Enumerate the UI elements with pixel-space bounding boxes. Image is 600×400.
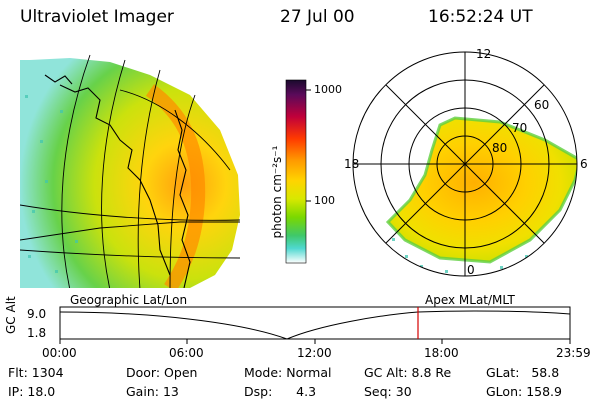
altitude-ytick-high: 9.0 (27, 307, 47, 321)
flt-label: Flt: (8, 365, 28, 380)
mlt-label-6: 6 (580, 157, 588, 171)
instrument-title: Ultraviolet Imager (20, 7, 174, 27)
altitude-xtick-0600: 06:00 (169, 346, 204, 360)
colorbar-gradient (285, 79, 307, 264)
mlt-label-12: 12 (476, 47, 492, 61)
dsp-label: Dsp: (244, 384, 273, 399)
gain-value: 13 (162, 384, 179, 399)
dsp-status: Dsp: 4.3 (244, 384, 316, 399)
ip-value: 18.0 (27, 384, 56, 399)
lat-label-80: 80 (492, 141, 508, 155)
gcalt-label: GC Alt: (364, 365, 408, 380)
flight-status: Flt: 1304 (8, 365, 64, 380)
colorbar-tick-100: 100 (314, 194, 335, 207)
aurora-emission-left (20, 58, 240, 288)
altitude-xtick-0000: 00:00 (42, 346, 77, 360)
geo-grid (20, 54, 241, 288)
door-label: Door: (126, 365, 161, 380)
mode-label: Mode: (244, 365, 283, 380)
glat-status: GLat: 58.8 (486, 365, 559, 380)
mlt-label-0: 0 (467, 263, 475, 277)
door-status: Door: Open (126, 365, 197, 380)
door-value: Open (164, 365, 198, 380)
gain-label: Gain: (126, 384, 159, 399)
projection-label-right: Apex MLat/MLT (425, 293, 515, 307)
mode-value: Normal (286, 365, 332, 380)
gcalt-value: 8.8 Re (411, 365, 452, 380)
ip-status: IP: 18.0 (8, 384, 55, 399)
seq-value: 30 (395, 384, 412, 399)
ip-label: IP: (8, 384, 24, 399)
altitude-ytick-low: 1.8 (27, 326, 47, 340)
seq-status: Seq: 30 (364, 384, 412, 399)
altitude-plot-frame (59, 306, 571, 340)
date-label: 27 Jul 00 (280, 7, 355, 27)
mlt-label-18: 18 (344, 157, 360, 171)
altitude-ylabel: GC Alt (4, 296, 18, 334)
altitude-xtick-1200: 12:00 (297, 346, 332, 360)
projection-label-left: Geographic Lat/Lon (70, 293, 188, 307)
altitude-xtick-2359: 23:59 (556, 346, 591, 360)
glat-value: 58.8 (531, 365, 560, 380)
lat-label-60: 60 (534, 98, 550, 112)
lat-label-70: 70 (512, 121, 528, 135)
coastline (44, 74, 191, 288)
dsp-value: 4.3 (296, 384, 317, 399)
gcalt-status: GC Alt: 8.8 Re (364, 365, 451, 380)
altitude-xtick-1800: 18:00 (424, 346, 459, 360)
gain-status: Gain: 13 (126, 384, 179, 399)
glon-status: GLon: 158.9 (486, 384, 562, 399)
time-label: 16:52:24 UT (428, 7, 533, 27)
mode-status: Mode: Normal (244, 365, 332, 380)
glon-label: GLon: (486, 384, 523, 399)
glat-label: GLat: (486, 365, 520, 380)
altitude-curve (59, 310, 571, 340)
aurora-oval-band (145, 84, 206, 288)
glon-value: 158.9 (526, 384, 562, 399)
noise-specks (25, 95, 78, 273)
flt-value: 1304 (31, 365, 64, 380)
colorbar-tick-1000: 1000 (314, 83, 342, 96)
seq-label: Seq: (364, 384, 392, 399)
polar-grid (352, 51, 578, 277)
aurora-emission-polar (388, 118, 577, 262)
